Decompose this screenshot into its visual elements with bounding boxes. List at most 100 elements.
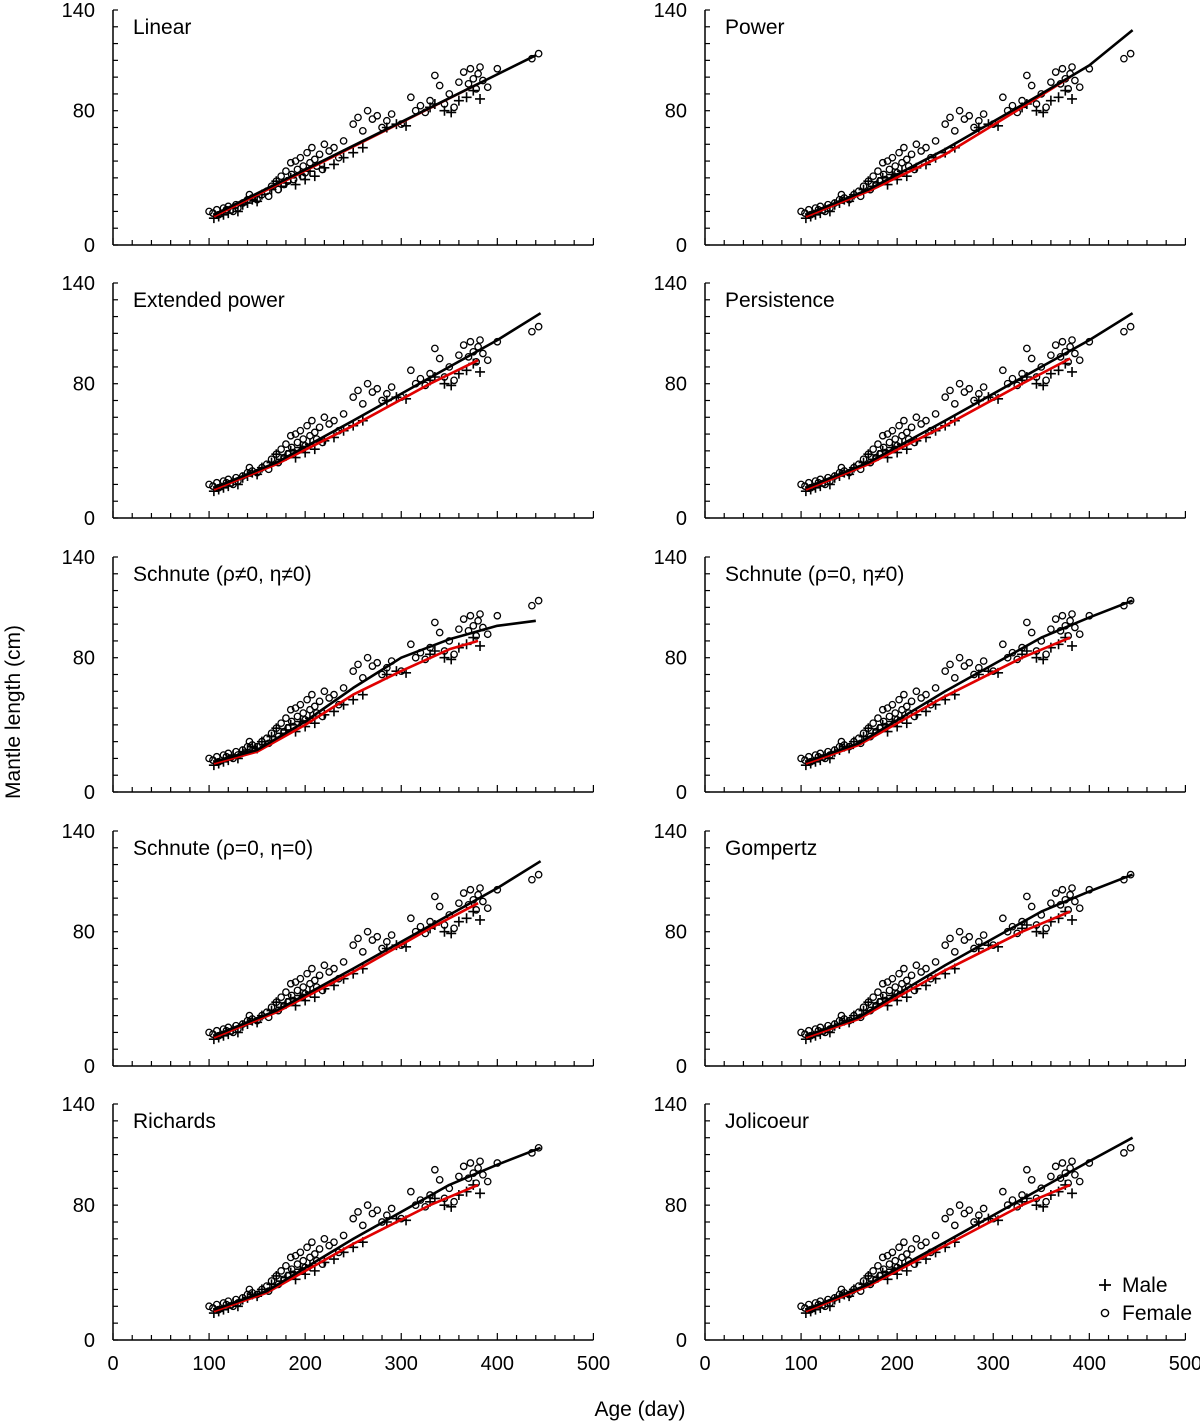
panel-8: 0 80 140 Gompertz	[654, 821, 1187, 1078]
female-point	[797, 754, 805, 763]
y-tick-label: 80	[73, 922, 95, 944]
female-point	[450, 103, 458, 112]
female-point	[358, 948, 367, 956]
x-tick-label: 200	[288, 1353, 321, 1375]
male-point	[1060, 85, 1071, 96]
y-tick-label: 0	[84, 1056, 95, 1078]
x-tick-label: 400	[1073, 1353, 1106, 1375]
female-point	[912, 1235, 921, 1243]
female-point	[902, 702, 911, 711]
male-point	[256, 736, 267, 747]
female-point	[534, 870, 543, 879]
female-point	[1051, 615, 1060, 623]
female-point	[955, 653, 964, 662]
female-point	[303, 148, 311, 157]
male-point	[338, 152, 349, 163]
female-point	[310, 155, 319, 164]
female-point	[299, 435, 308, 443]
female-point	[293, 986, 302, 995]
female-point	[797, 1028, 805, 1037]
female-point	[474, 616, 482, 625]
male-point	[300, 174, 311, 185]
y-tick-label: 140	[62, 273, 95, 295]
female-point	[315, 423, 324, 432]
female-point	[1042, 650, 1050, 659]
female-point	[349, 941, 358, 949]
female-point	[1058, 64, 1067, 73]
female-point	[315, 150, 324, 159]
male-point	[290, 179, 301, 190]
female-point	[891, 1256, 900, 1265]
male-point	[1038, 1201, 1049, 1212]
female-point	[476, 884, 484, 892]
male-point	[863, 997, 874, 1008]
female-point	[1120, 327, 1128, 336]
female-point	[1068, 884, 1076, 892]
female-point	[464, 80, 473, 88]
y-tick-label: 80	[73, 1195, 95, 1217]
male-point	[468, 632, 479, 643]
female-point	[339, 137, 348, 145]
female-point	[946, 386, 954, 395]
female-point	[308, 143, 316, 152]
female-point	[293, 438, 302, 447]
female-point	[296, 153, 305, 162]
y-tick-label: 0	[84, 1330, 95, 1352]
male-point	[1038, 654, 1049, 665]
female-point	[869, 1267, 877, 1275]
female-point	[320, 687, 329, 696]
female-point	[416, 101, 425, 110]
male-point	[901, 718, 912, 729]
female-point	[1042, 924, 1050, 933]
male-point	[1067, 914, 1078, 925]
female-point	[466, 64, 475, 73]
female-point	[435, 354, 444, 363]
male-point	[1031, 926, 1042, 937]
y-tick-label: 140	[654, 1094, 687, 1116]
panel-title: Schnute (ρ=0, η≠0)	[725, 563, 904, 586]
female-point	[205, 754, 213, 763]
female-point	[303, 421, 311, 430]
male-point	[446, 654, 457, 665]
female-point	[354, 1208, 362, 1216]
female-point	[998, 1187, 1007, 1196]
female-point	[205, 480, 213, 489]
female-point	[282, 167, 290, 175]
female-point	[528, 327, 536, 336]
female-point	[320, 961, 329, 970]
female-point	[528, 601, 536, 610]
female-point	[878, 705, 887, 714]
female-point	[998, 640, 1007, 649]
male-point	[446, 928, 457, 939]
female-point	[874, 1261, 882, 1270]
female-point	[303, 969, 311, 978]
male-point	[439, 926, 450, 937]
male-fit-line	[805, 910, 1071, 1039]
x-tick-label: 400	[481, 1353, 514, 1375]
female-point	[330, 690, 338, 699]
female-point	[907, 150, 916, 159]
female-point	[431, 618, 439, 627]
female-point	[931, 1231, 940, 1240]
female-point	[435, 81, 444, 90]
female-point	[358, 1221, 367, 1230]
female-point	[358, 127, 367, 135]
y-tick-label: 80	[665, 1195, 687, 1217]
female-point	[534, 49, 543, 58]
y-tick-label: 140	[654, 547, 687, 569]
male-point	[1053, 365, 1064, 376]
male-point	[309, 992, 320, 1003]
female-point	[869, 445, 877, 454]
female-point	[888, 1248, 897, 1257]
male-point	[208, 1308, 219, 1319]
female-point	[955, 106, 964, 115]
female-point	[387, 931, 396, 939]
male-point	[319, 162, 330, 173]
female-point	[1071, 349, 1079, 358]
female-point	[946, 660, 954, 669]
female-point	[885, 165, 894, 174]
female-point	[950, 948, 959, 956]
female-point	[387, 110, 396, 118]
y-tick-label: 140	[654, 821, 687, 843]
female-point	[450, 1197, 458, 1206]
